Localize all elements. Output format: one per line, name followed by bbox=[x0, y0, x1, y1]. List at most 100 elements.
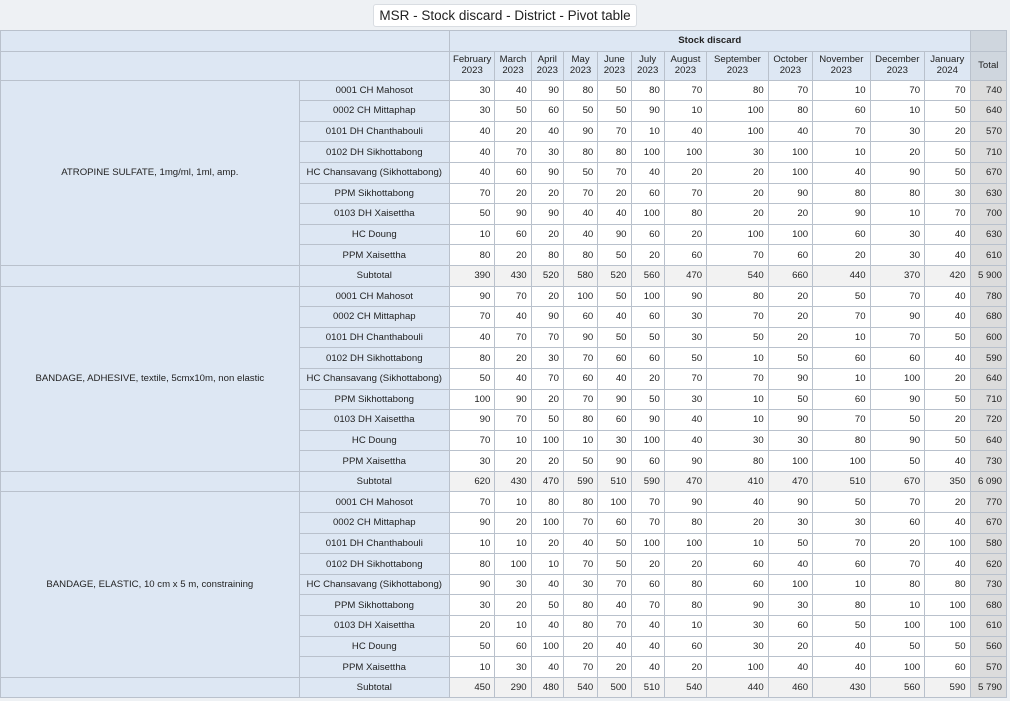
value-cell[interactable]: 50 bbox=[767, 388, 814, 411]
value-cell[interactable]: 40 bbox=[767, 120, 814, 143]
row-total-cell[interactable]: 710 bbox=[969, 388, 1008, 411]
value-cell[interactable]: 50 bbox=[767, 347, 814, 369]
value-cell[interactable]: 40 bbox=[494, 367, 532, 390]
value-cell[interactable]: 100 bbox=[630, 203, 665, 225]
value-cell[interactable]: 20 bbox=[812, 244, 871, 266]
subtotal-value-cell[interactable]: 510 bbox=[597, 470, 632, 493]
value-cell[interactable]: 80 bbox=[562, 491, 599, 514]
item-label[interactable]: BANDAGE, ELASTIC, 10 cm x 5 m, constrain… bbox=[0, 491, 300, 678]
value-cell[interactable]: 70 bbox=[812, 409, 871, 431]
value-cell[interactable]: 50 bbox=[448, 635, 496, 658]
value-cell[interactable]: 20 bbox=[924, 120, 971, 143]
value-cell[interactable]: 80 bbox=[812, 182, 871, 205]
org-unit-label[interactable]: 0002 CH Mittaphap bbox=[298, 100, 450, 122]
value-cell[interactable]: 70 bbox=[530, 326, 564, 349]
value-cell[interactable]: 40 bbox=[448, 120, 496, 143]
row-total-cell[interactable]: 570 bbox=[969, 656, 1008, 678]
value-cell[interactable]: 50 bbox=[597, 326, 632, 349]
value-cell[interactable]: 90 bbox=[812, 203, 871, 225]
row-total-cell[interactable]: 680 bbox=[969, 306, 1008, 328]
value-cell[interactable]: 70 bbox=[663, 367, 708, 390]
subtotal-value-cell[interactable]: 470 bbox=[663, 470, 708, 493]
value-cell[interactable]: 80 bbox=[869, 182, 926, 205]
value-cell[interactable]: 40 bbox=[812, 161, 871, 184]
value-cell[interactable]: 20 bbox=[494, 450, 532, 472]
value-cell[interactable]: 40 bbox=[812, 635, 871, 658]
value-cell[interactable]: 60 bbox=[630, 223, 665, 246]
row-total-cell[interactable]: 560 bbox=[969, 635, 1008, 658]
value-cell[interactable]: 20 bbox=[924, 409, 971, 431]
org-unit-label[interactable]: 0103 DH Xaisettha bbox=[298, 409, 450, 431]
value-cell[interactable]: 20 bbox=[494, 347, 532, 369]
value-cell[interactable]: 30 bbox=[706, 635, 769, 658]
value-cell[interactable]: 40 bbox=[924, 244, 971, 266]
value-cell[interactable]: 10 bbox=[494, 491, 532, 514]
value-cell[interactable]: 60 bbox=[597, 347, 632, 369]
value-cell[interactable]: 20 bbox=[494, 182, 532, 205]
org-unit-label[interactable]: 0103 DH Xaisettha bbox=[298, 615, 450, 637]
subtotal-value-cell[interactable]: 440 bbox=[706, 676, 769, 699]
org-unit-label[interactable]: HC Doung bbox=[298, 635, 450, 658]
value-cell[interactable]: 60 bbox=[812, 100, 871, 122]
subtotal-value-cell[interactable]: 480 bbox=[530, 676, 564, 699]
value-cell[interactable]: 80 bbox=[562, 79, 599, 102]
value-cell[interactable]: 100 bbox=[706, 223, 769, 246]
value-cell[interactable]: 90 bbox=[767, 367, 814, 390]
org-unit-label[interactable]: PPM Xaisettha bbox=[298, 656, 450, 678]
value-cell[interactable]: 40 bbox=[562, 532, 599, 555]
value-cell[interactable]: 40 bbox=[924, 347, 971, 369]
value-cell[interactable]: 20 bbox=[530, 223, 564, 246]
value-cell[interactable]: 70 bbox=[448, 491, 496, 514]
value-cell[interactable]: 10 bbox=[869, 203, 926, 225]
value-cell[interactable]: 40 bbox=[767, 553, 814, 575]
value-cell[interactable]: 100 bbox=[812, 450, 871, 472]
value-cell[interactable]: 20 bbox=[663, 223, 708, 246]
row-total-cell[interactable]: 710 bbox=[969, 141, 1008, 163]
value-cell[interactable]: 40 bbox=[924, 553, 971, 575]
row-total-cell[interactable]: 590 bbox=[969, 347, 1008, 369]
value-cell[interactable]: 50 bbox=[812, 285, 871, 308]
value-cell[interactable]: 40 bbox=[663, 429, 708, 452]
value-cell[interactable]: 50 bbox=[706, 326, 769, 349]
row-total-cell[interactable]: 680 bbox=[969, 594, 1008, 617]
subtotal-value-cell[interactable]: 620 bbox=[448, 470, 496, 493]
value-cell[interactable]: 40 bbox=[562, 203, 599, 225]
value-cell[interactable]: 30 bbox=[597, 429, 632, 452]
value-cell[interactable]: 100 bbox=[767, 450, 814, 472]
value-cell[interactable]: 100 bbox=[767, 161, 814, 184]
value-cell[interactable]: 30 bbox=[924, 182, 971, 205]
value-cell[interactable]: 40 bbox=[597, 306, 632, 328]
month-header[interactable]: July 2023 bbox=[630, 50, 665, 81]
value-cell[interactable]: 20 bbox=[530, 182, 564, 205]
value-cell[interactable]: 10 bbox=[494, 615, 532, 637]
month-header[interactable]: June 2023 bbox=[597, 50, 632, 81]
value-cell[interactable]: 80 bbox=[663, 573, 708, 596]
value-cell[interactable]: 90 bbox=[448, 285, 496, 308]
value-cell[interactable]: 10 bbox=[812, 141, 871, 163]
value-cell[interactable]: 10 bbox=[562, 429, 599, 452]
value-cell[interactable]: 30 bbox=[562, 573, 599, 596]
value-cell[interactable]: 90 bbox=[530, 203, 564, 225]
value-cell[interactable]: 10 bbox=[812, 79, 871, 102]
value-cell[interactable]: 20 bbox=[530, 532, 564, 555]
value-cell[interactable]: 90 bbox=[767, 409, 814, 431]
org-unit-label[interactable]: HC Chansavang (Sikhottabong) bbox=[298, 367, 450, 390]
value-cell[interactable]: 30 bbox=[706, 141, 769, 163]
org-unit-label[interactable]: HC Doung bbox=[298, 223, 450, 246]
value-cell[interactable]: 70 bbox=[812, 306, 871, 328]
subtotal-value-cell[interactable]: 450 bbox=[448, 676, 496, 699]
value-cell[interactable]: 40 bbox=[630, 635, 665, 658]
value-cell[interactable]: 90 bbox=[869, 388, 926, 411]
value-cell[interactable]: 100 bbox=[767, 573, 814, 596]
month-header[interactable]: May 2023 bbox=[562, 50, 599, 81]
org-unit-label[interactable]: PPM Sikhottabong bbox=[298, 594, 450, 617]
value-cell[interactable]: 40 bbox=[663, 120, 708, 143]
value-cell[interactable]: 30 bbox=[869, 244, 926, 266]
value-cell[interactable]: 50 bbox=[530, 409, 564, 431]
value-cell[interactable]: 80 bbox=[767, 100, 814, 122]
value-cell[interactable]: 70 bbox=[494, 285, 532, 308]
subtotal-value-cell[interactable]: 660 bbox=[767, 264, 814, 287]
value-cell[interactable]: 50 bbox=[562, 450, 599, 472]
subtotal-value-cell[interactable]: 290 bbox=[494, 676, 532, 699]
value-cell[interactable]: 80 bbox=[562, 409, 599, 431]
